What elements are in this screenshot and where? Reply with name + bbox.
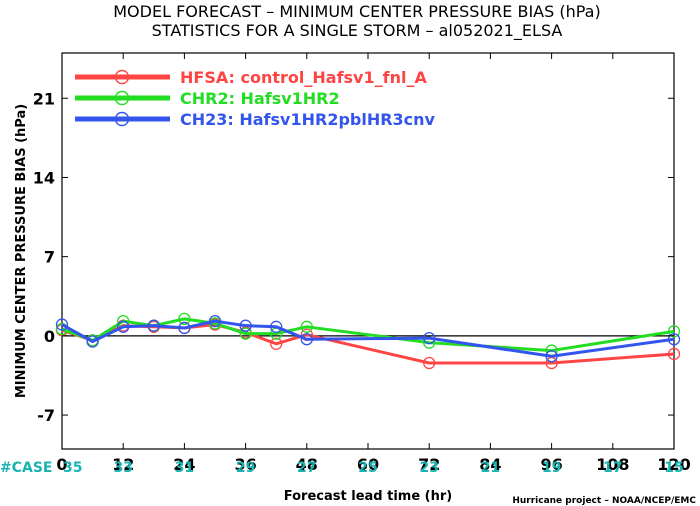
- data-point: [423, 331, 436, 345]
- case-count: 23: [419, 460, 438, 476]
- data-point: [270, 337, 283, 350]
- legend-item-3: CH23: Hafsv1HR2pblHR3cnv: [75, 110, 436, 129]
- x-axis-ticks: 0 12 24 36 48 60 72 84 96 108 120: [56, 53, 691, 474]
- legend-item-2: CHR2: Hafsv1HR2: [75, 89, 340, 108]
- y-tick-label: 14: [33, 168, 55, 187]
- x-tick-label: 24: [173, 455, 195, 474]
- case-count: 33: [113, 460, 132, 476]
- legend: HFSA: control_Hafsv1_fnl_A CHR2: Hafsv1HR…: [75, 68, 436, 129]
- x-tick-label: 60: [357, 455, 379, 474]
- x-tick-label: 96: [540, 455, 562, 474]
- x-tick-label: 48: [296, 455, 318, 474]
- case-count: 31: [175, 460, 194, 476]
- legend-label: CH23: Hafsv1HR2pblHR3cnv: [180, 110, 436, 129]
- data-point: [270, 320, 283, 333]
- data-point: [178, 312, 191, 326]
- x-axis-label: Forecast lead time (hr): [284, 489, 452, 504]
- case-count: 15: [664, 460, 683, 476]
- data-point: [300, 320, 313, 333]
- case-counts: #CASE 35 33 31 29 27 25 23 21 19 17 15: [0, 460, 684, 476]
- chart-subtitle: STATISTICS FOR A SINGLE STORM – al052021…: [152, 21, 563, 41]
- case-count: 19: [542, 460, 561, 476]
- data-point: [667, 347, 681, 361]
- data-point: [667, 325, 681, 338]
- y-axis-ticks: -7 0 7 14 21: [33, 89, 674, 425]
- data-point: [239, 327, 252, 340]
- data-point: [300, 333, 313, 346]
- x-tick-label: 108: [596, 455, 629, 474]
- case-count: 29: [236, 460, 255, 476]
- data-point: [55, 318, 69, 331]
- legend-marker: [114, 69, 130, 85]
- credit-text: Hurricane project – NOAA/NCEP/EMC: [512, 496, 696, 506]
- y-tick-label: 0: [44, 327, 55, 346]
- legend-marker: [114, 90, 130, 106]
- legend-label: CHR2: Hafsv1HR2: [180, 89, 340, 108]
- data-point: [147, 319, 160, 332]
- data-point: [423, 356, 436, 370]
- series-line: [61, 323, 675, 365]
- chart-title: MODEL FORECAST – MINIMUM CENTER PRESSURE…: [113, 2, 600, 21]
- x-tick-label: 12: [112, 455, 134, 474]
- data-point: [117, 320, 130, 333]
- legend-marker: [114, 111, 130, 127]
- y-tick-label: 21: [33, 89, 55, 108]
- legend-label: HFSA: control_Hafsv1_fnl_A: [180, 68, 427, 87]
- data-point: [86, 335, 99, 348]
- legend-item-1: HFSA: control_Hafsv1_fnl_A: [75, 68, 427, 87]
- data-point: [208, 314, 222, 328]
- x-tick-label: 84: [479, 455, 501, 474]
- y-axis-label: MINIMUM CENTER PRESSURE BIAS (hPa): [14, 104, 29, 398]
- data-point: [545, 350, 558, 363]
- data-point: [239, 319, 252, 332]
- y-tick-label: -7: [37, 406, 55, 425]
- data-point: [667, 333, 681, 346]
- series-line: [61, 317, 675, 353]
- y-tick-label: 7: [44, 248, 55, 267]
- case-count: 17: [603, 460, 622, 476]
- data-point: [178, 321, 191, 335]
- x-tick-label: 120: [657, 455, 690, 474]
- x-tick-label: 0: [56, 455, 67, 474]
- series-layer: [55, 312, 681, 370]
- series-3: [55, 314, 681, 363]
- case-count: 35: [63, 460, 82, 476]
- series-line: [61, 319, 675, 358]
- case-count: 25: [358, 460, 377, 476]
- case-count: 21: [481, 460, 500, 476]
- x-tick-label: 72: [418, 455, 440, 474]
- case-count: 27: [297, 460, 316, 476]
- x-tick-label: 36: [234, 455, 256, 474]
- case-label: #CASE: [0, 460, 53, 476]
